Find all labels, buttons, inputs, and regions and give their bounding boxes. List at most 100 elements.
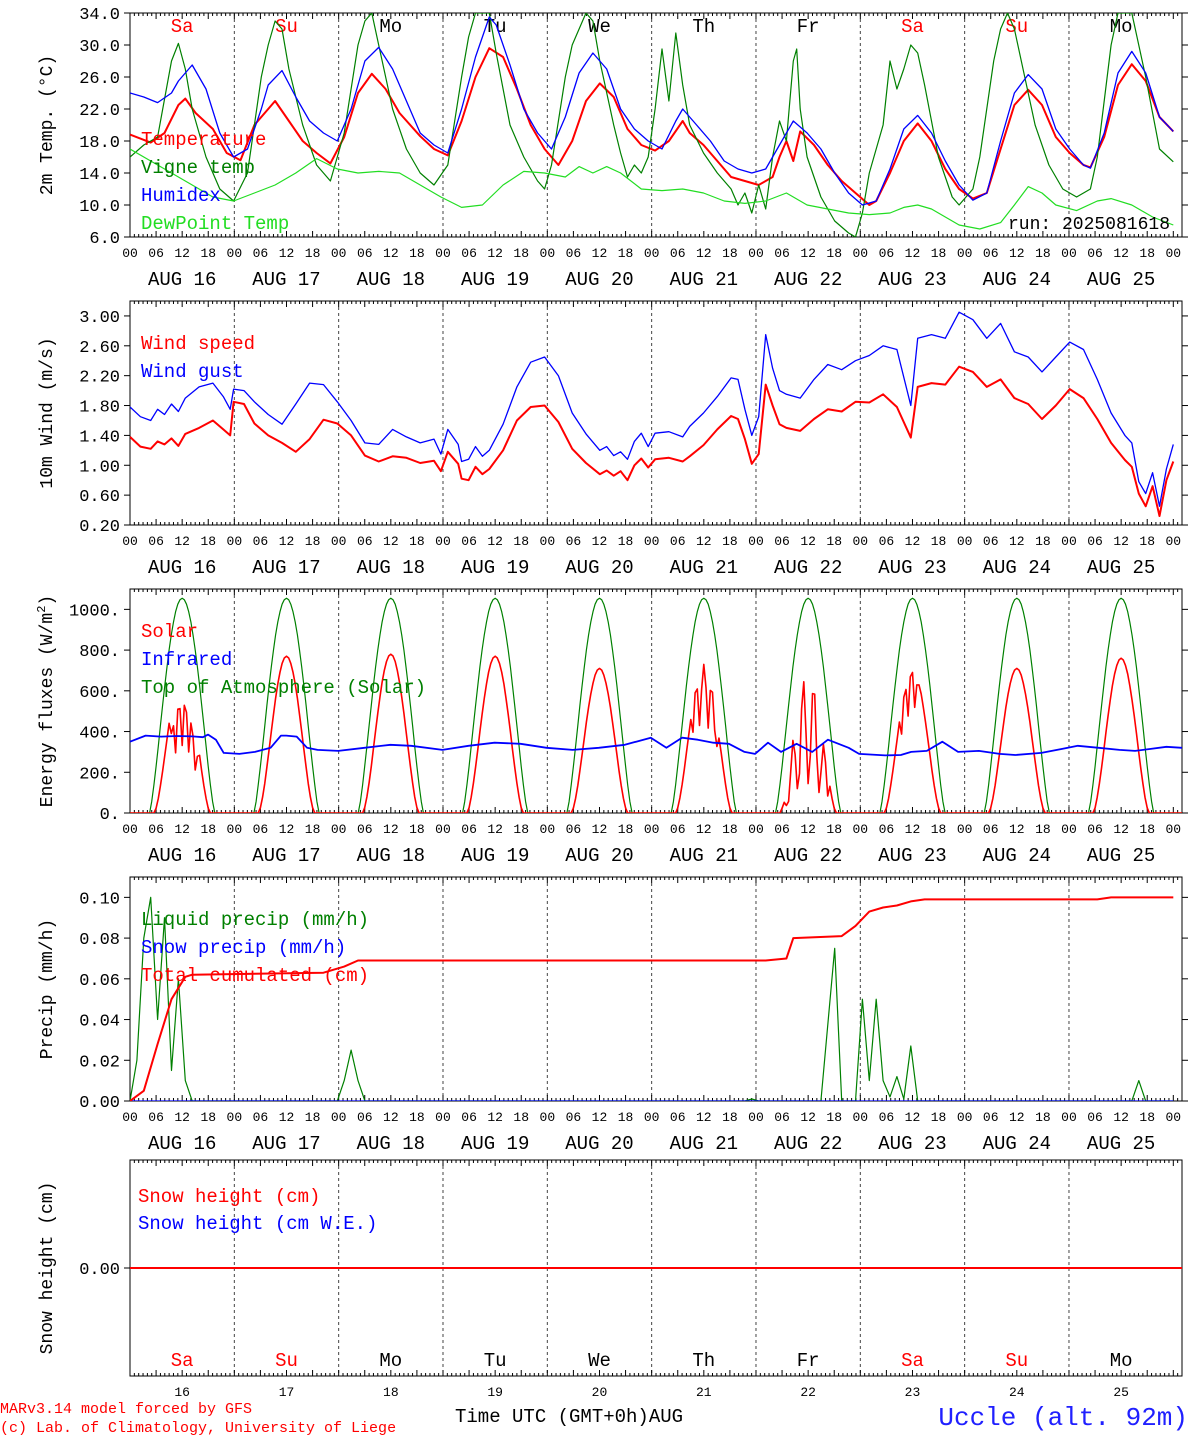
y-tick-label: 0.08 [79, 931, 120, 950]
hour-tick-label: 18 [513, 822, 529, 837]
hour-tick-label: 06 [461, 1110, 477, 1125]
hour-tick-label: 18 [1139, 822, 1155, 837]
series-top-of-atmosphere-line [130, 597, 1182, 813]
hour-tick-label: 06 [566, 246, 582, 261]
plot-frame [129, 12, 1183, 238]
hour-tick-label: 12 [1113, 822, 1129, 837]
hour-tick-label: 18 [618, 822, 634, 837]
hour-tick-label: 12 [1009, 534, 1025, 549]
weekday-label: Tu [484, 16, 507, 38]
date-label: AUG 22 [774, 269, 842, 291]
hour-tick-label: 06 [774, 822, 790, 837]
series-line-humidex [130, 16, 1174, 206]
date-label: AUG 17 [252, 557, 320, 579]
hour-tick-label: 12 [592, 822, 608, 837]
hour-tick-label: 00 [748, 534, 764, 549]
hour-tick-label: 12 [905, 1110, 921, 1125]
hour-tick-label: 06 [879, 246, 895, 261]
y-tick-label: 2.20 [79, 369, 120, 388]
y-tick-label: 0.20 [79, 518, 120, 537]
legend-entry: Snow precip (mm/h) [141, 937, 346, 959]
hour-tick-label: 00 [853, 246, 869, 261]
day-number-label: 18 [383, 1385, 399, 1400]
y-tick-label: 6.0 [89, 230, 120, 249]
series-line-wind-gust [130, 311, 1174, 507]
hour-tick-label: 06 [879, 822, 895, 837]
hour-tick-label: 18 [722, 822, 738, 837]
hour-tick-label: 00 [435, 822, 451, 837]
hour-tick-label: 00 [644, 246, 660, 261]
hour-tick-label: 00 [122, 534, 138, 549]
day-number-label: 25 [1113, 1385, 1129, 1400]
date-label: AUG 23 [878, 269, 946, 291]
hour-tick-label: 12 [696, 822, 712, 837]
hour-tick-label: 12 [1113, 246, 1129, 261]
weekday-label: Mo [1110, 1350, 1133, 1372]
hour-tick-label: 06 [670, 246, 686, 261]
weekday-label: Mo [1110, 16, 1133, 38]
series-line-total-cumulated-cm- [130, 896, 1174, 1101]
hour-tick-label: 00 [331, 246, 347, 261]
weekday-label: Th [692, 16, 715, 38]
series-group [130, 896, 1174, 1101]
hour-tick-label: 12 [487, 1110, 503, 1125]
panel-2: 0.20 0.60 1.00 1.40 1.80 2.20 2.60 3.00 10m Wind… [38, 300, 1188, 579]
panel-1: 6.0 10.0 14.0 18.0 22.0 26.0 30.0 34.0 2m Temp. … [38, 6, 1188, 291]
hour-tick-label: 18 [826, 822, 842, 837]
hour-tick-label: 06 [774, 534, 790, 549]
day-number-label: 24 [1009, 1385, 1025, 1400]
hour-tick-label: 12 [905, 246, 921, 261]
legend-entry: Snow height (cm W.E.) [138, 1213, 377, 1235]
y-axis-label-superscript: 2 [35, 606, 49, 613]
station-label: Uccle (alt. 92m) [938, 1403, 1188, 1433]
weekday-label: Su [1005, 16, 1028, 38]
hour-tick-label: 06 [983, 246, 999, 261]
date-label: AUG 18 [357, 845, 425, 867]
date-label: AUG 24 [983, 557, 1051, 579]
y-axis-label: Precip (mm/h) [38, 919, 58, 1059]
hour-tick-label: 18 [931, 246, 947, 261]
hour-tick-label: 06 [461, 246, 477, 261]
y-axis-label: Snow height (cm) [38, 1182, 58, 1355]
hour-tick-label: 00 [122, 822, 138, 837]
hour-tick-label: 18 [931, 1110, 947, 1125]
date-label: AUG 16 [148, 845, 216, 867]
x-axis-month: AUG [648, 1406, 684, 1428]
legend-entry: Vigne temp [141, 157, 255, 179]
hour-tick-label: 00 [644, 534, 660, 549]
hour-tick-label: 06 [879, 534, 895, 549]
date-label: AUG 17 [252, 1133, 320, 1155]
hour-tick-label: 06 [148, 246, 164, 261]
y-axis-label: 10m Wind (m/s) [38, 337, 58, 488]
hour-tick-label: 12 [696, 246, 712, 261]
series-line-temperature [130, 47, 1175, 206]
y-axis-label: 2m Temp. (°C) [38, 55, 58, 195]
hour-tick-label: 18 [931, 822, 947, 837]
date-label: AUG 21 [670, 557, 738, 579]
legend-entry: Snow height (cm) [138, 1186, 320, 1208]
footer-lab-credit: (c) Lab. of Climatology, University of L… [0, 1420, 397, 1437]
hour-tick-label: 12 [592, 534, 608, 549]
hour-tick-label: 12 [174, 1110, 190, 1125]
hour-tick-label: 00 [435, 246, 451, 261]
date-label: AUG 18 [357, 269, 425, 291]
y-tick-label: 14.0 [79, 166, 120, 185]
hour-tick-label: 18 [618, 534, 634, 549]
hour-tick-label: 00 [227, 534, 243, 549]
hour-tick-label: 00 [1061, 1110, 1077, 1125]
series-infrared-line [130, 733, 1182, 757]
hour-tick-label: 18 [826, 1110, 842, 1125]
date-label: AUG 24 [983, 269, 1051, 291]
date-label: AUG 16 [148, 557, 216, 579]
series-line-dewpoint-temp [130, 148, 1174, 230]
y-axis-label-main: Energy fluxes (W/m [38, 613, 58, 807]
hour-tick-label: 00 [1166, 246, 1182, 261]
hour-tick-label: 00 [122, 246, 138, 261]
hour-tick-label: 00 [957, 822, 973, 837]
hour-tick-label: 00 [853, 822, 869, 837]
legend-entry: Humidex [141, 185, 221, 207]
hour-tick-label: 18 [1035, 822, 1051, 837]
hour-tick-label: 12 [383, 534, 399, 549]
date-label: AUG 23 [878, 557, 946, 579]
